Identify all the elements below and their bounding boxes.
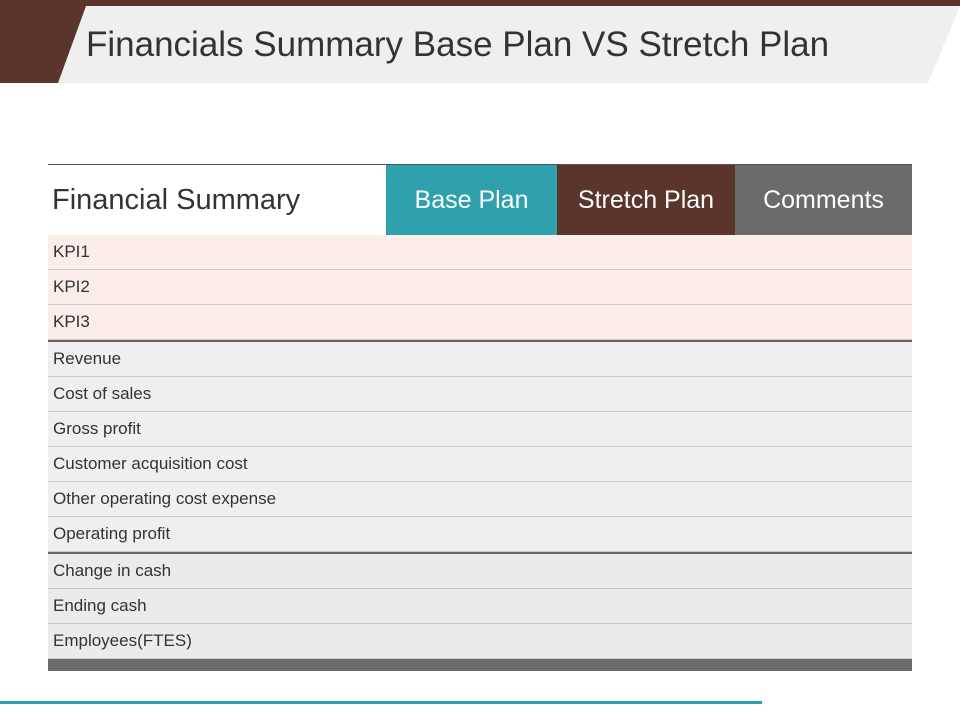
- operations-group: Revenue Cost of sales Gross profit Custo…: [48, 340, 912, 552]
- table-row: KPI1: [48, 235, 912, 270]
- table-row: Other operating cost expense: [48, 482, 912, 517]
- title-band: [58, 6, 960, 83]
- table-row: Employees(FTES): [48, 624, 912, 659]
- table-header-row: Financial Summary Base Plan Stretch Plan…: [48, 164, 912, 235]
- table-row: Change in cash: [48, 554, 912, 589]
- table-row: Cost of sales: [48, 377, 912, 412]
- footer-accent-line: [0, 701, 762, 704]
- header-comments: Comments: [735, 165, 912, 235]
- header-base-plan: Base Plan: [386, 165, 557, 235]
- slide-title: Financials Summary Base Plan VS Stretch …: [86, 25, 830, 64]
- table-row: Customer acquisition cost: [48, 447, 912, 482]
- header-financial-summary: Financial Summary: [48, 165, 386, 235]
- table-row: Operating profit: [48, 517, 912, 552]
- cash-group: Change in cash Ending cash Employees(FTE…: [48, 552, 912, 659]
- header-stretch-plan: Stretch Plan: [557, 165, 735, 235]
- table-row: KPI2: [48, 270, 912, 305]
- top-accent-bar: [0, 0, 960, 6]
- table-row: KPI3: [48, 305, 912, 340]
- financial-summary-table: Financial Summary Base Plan Stretch Plan…: [48, 164, 912, 671]
- table-row: Gross profit: [48, 412, 912, 447]
- kpi-group: KPI1 KPI2 KPI3: [48, 235, 912, 340]
- table-row: Ending cash: [48, 589, 912, 624]
- table-row: Revenue: [48, 342, 912, 377]
- table-bottom-bar: [48, 659, 912, 671]
